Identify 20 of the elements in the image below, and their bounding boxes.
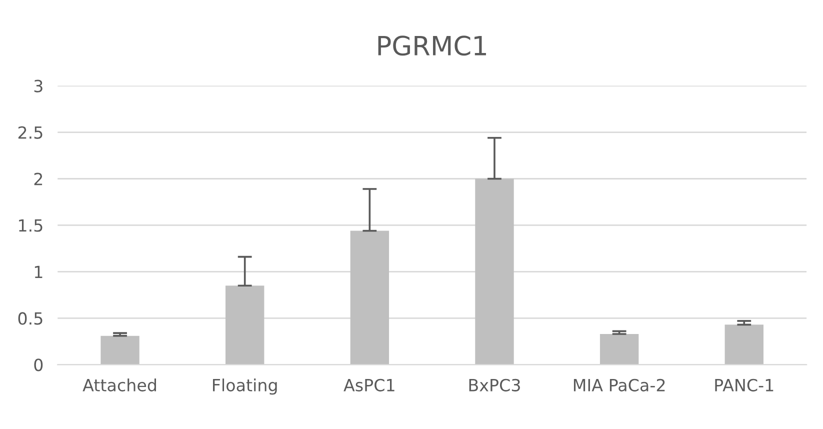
bar — [600, 334, 639, 365]
x-tick-label: AsPC1 — [344, 378, 394, 392]
y-tick-label: 3 — [34, 80, 42, 92]
x-tick-label: BxPC3 — [469, 378, 520, 392]
x-tick-label: Floating — [213, 378, 277, 395]
y-tick-label: 1.5 — [19, 219, 42, 232]
bar — [225, 286, 264, 365]
bar — [475, 178, 514, 365]
bar — [350, 230, 390, 365]
y-tick-label: 0 — [34, 358, 43, 372]
chart-title: PGRMC1 — [378, 36, 486, 56]
y-tick-label: 1 — [34, 266, 42, 278]
x-tick-label: MIA PaCa-2 — [574, 378, 665, 392]
x-tick-label: PANC-1 — [715, 378, 774, 392]
x-tick-label: Attached — [82, 378, 156, 392]
y-tick-label: 2.5 — [18, 126, 42, 139]
y-tick-label: 2 — [34, 172, 42, 186]
y-tick-label: 0.5 — [18, 312, 42, 325]
bar — [100, 336, 140, 365]
bar — [724, 324, 764, 365]
